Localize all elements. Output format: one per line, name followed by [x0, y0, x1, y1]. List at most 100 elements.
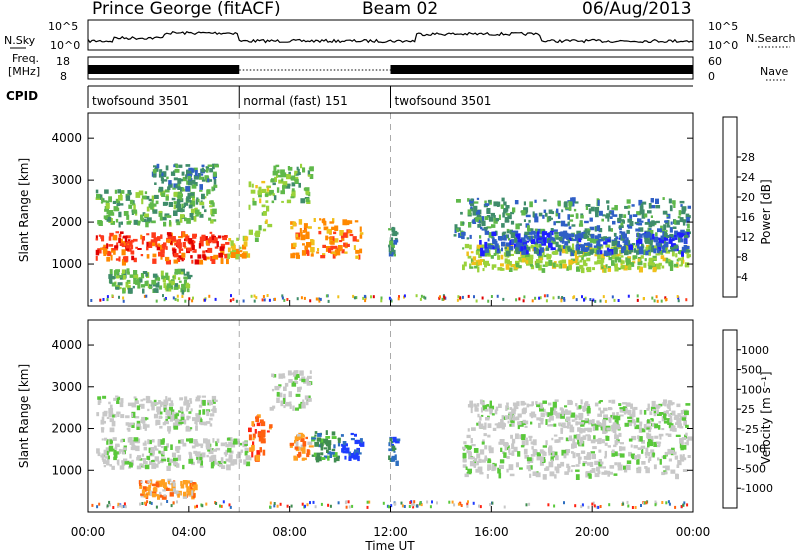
heatmap-cell — [392, 249, 396, 255]
ground-scatter-cell — [589, 298, 592, 301]
heatmap-cell — [195, 396, 201, 401]
heatmap-cell — [526, 457, 532, 462]
heatmap-cell — [622, 402, 627, 405]
heatmap-cell — [575, 258, 578, 263]
ground-scatter-cell — [426, 500, 429, 504]
ground-scatter-cell — [290, 504, 293, 508]
heatmap-cell — [188, 458, 194, 464]
heatmap-cell — [188, 451, 192, 455]
heatmap-cell — [655, 242, 660, 246]
heatmap-cell — [542, 239, 546, 243]
heatmap-cell — [602, 428, 607, 434]
heatmap-cell — [501, 424, 505, 430]
heatmap-cell — [660, 225, 663, 231]
heatmap-cell — [565, 409, 568, 414]
heatmap-cell — [677, 237, 681, 243]
ground-scatter-cell — [593, 504, 596, 508]
heatmap-cell — [316, 437, 322, 442]
heatmap-cell — [523, 201, 526, 206]
heatmap-cell — [162, 201, 168, 206]
heatmap-cell — [573, 208, 577, 212]
heatmap-cell — [149, 453, 153, 456]
heatmap-cell — [622, 406, 628, 411]
heatmap-cell — [192, 235, 197, 239]
heatmap-cell — [674, 237, 678, 240]
ground-scatter-cell — [250, 294, 253, 298]
heatmap-cell — [613, 444, 617, 448]
heatmap-cell — [677, 413, 681, 417]
heatmap-cell — [557, 212, 561, 219]
heatmap-cell — [682, 469, 688, 472]
heatmap-cell — [554, 234, 559, 240]
heatmap-cell — [194, 420, 198, 424]
heatmap-cell — [306, 377, 309, 383]
heatmap-cell — [478, 253, 482, 259]
heatmap-cell — [606, 247, 610, 253]
heatmap-cell — [342, 450, 347, 454]
heatmap-cell — [244, 447, 249, 451]
heatmap-cell — [218, 252, 224, 258]
ground-scatter-cell — [643, 297, 645, 300]
heatmap-cell — [565, 416, 571, 422]
heatmap-cell — [181, 288, 185, 295]
heatmap-cell — [101, 454, 104, 461]
heatmap-cell — [669, 400, 672, 403]
ground-scatter-cell — [419, 501, 422, 504]
heatmap-cell — [182, 242, 186, 248]
heatmap-cell — [337, 441, 341, 447]
heatmap-cell — [663, 455, 667, 460]
heatmap-cell — [311, 454, 316, 457]
heatmap-cell — [528, 465, 533, 470]
heatmap-cell — [171, 411, 175, 418]
heatmap-cell — [492, 246, 496, 250]
heatmap-cell — [514, 237, 518, 243]
heatmap-cell — [599, 210, 603, 216]
heatmap-cell — [199, 453, 203, 457]
heatmap-cell — [178, 280, 182, 283]
heatmap-cell — [645, 447, 649, 452]
heatmap-cell — [584, 252, 587, 257]
heatmap-cell — [190, 200, 196, 207]
heatmap-cell — [550, 246, 554, 251]
heatmap-cell — [507, 246, 511, 252]
heatmap-cell — [558, 265, 561, 269]
heatmap-cell — [330, 245, 334, 251]
ground-scatter-cell — [466, 504, 469, 508]
heatmap-cell — [140, 254, 144, 257]
heatmap-cell — [98, 234, 101, 237]
ground-scatter-cell — [281, 294, 284, 298]
heatmap-cell — [246, 253, 251, 258]
heatmap-cell — [186, 404, 190, 410]
ground-scatter-cell — [144, 501, 146, 505]
heatmap-cell — [558, 236, 563, 241]
heatmap-cell — [252, 200, 257, 206]
heatmap-cell — [592, 267, 595, 271]
heatmap-cell — [202, 254, 206, 259]
heatmap-cell — [662, 231, 665, 237]
heatmap-cell — [684, 410, 689, 416]
heatmap-cell — [674, 263, 679, 267]
ground-scatter-cell — [345, 500, 348, 504]
heatmap-cell — [548, 236, 551, 243]
heatmap-cell — [462, 464, 467, 468]
heatmap-cell — [586, 403, 590, 406]
heatmap-cell — [681, 251, 684, 257]
heatmap-cell — [318, 444, 322, 448]
heatmap-cell — [146, 217, 152, 222]
heatmap-cell — [504, 446, 507, 451]
heatmap-cell — [149, 202, 152, 208]
ground-scatter-cell — [680, 505, 683, 509]
ground-scatter-cell — [583, 298, 586, 302]
heatmap-cell — [674, 230, 678, 235]
heatmap-cell — [143, 461, 148, 464]
ground-scatter-cell — [457, 295, 460, 299]
heatmap-cell — [535, 401, 538, 405]
heatmap-cell — [550, 228, 554, 232]
ground-scatter-cell — [587, 505, 590, 509]
heatmap-cell — [124, 237, 127, 243]
heatmap-cell — [494, 423, 498, 426]
heatmap-cell — [663, 224, 667, 230]
heatmap-cell — [570, 469, 573, 473]
heatmap-cell — [389, 437, 393, 443]
